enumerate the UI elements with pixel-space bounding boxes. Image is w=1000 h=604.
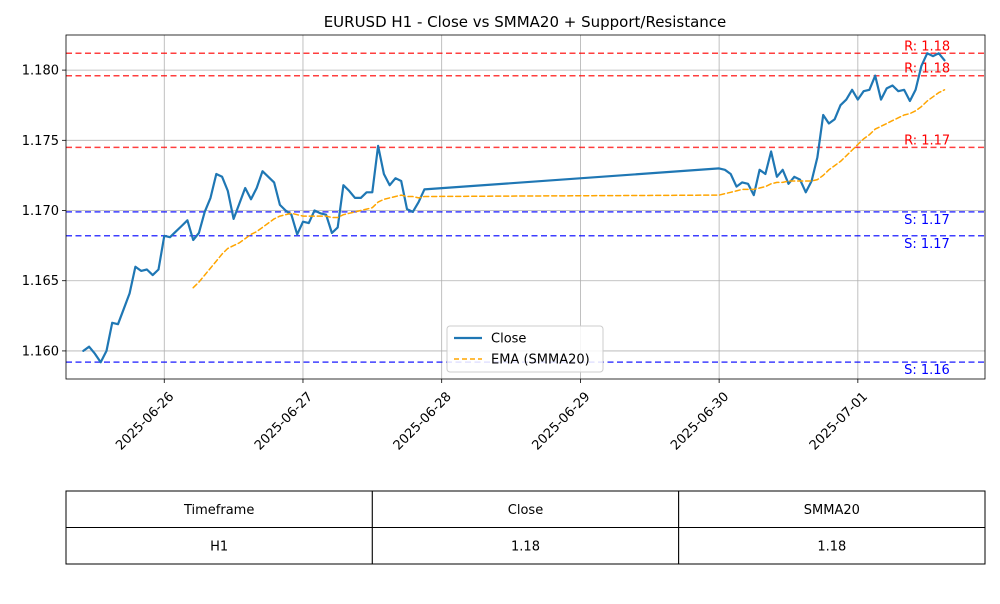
table-cell-text: 1.18 — [817, 539, 846, 554]
table-header-text: Timeframe — [183, 503, 254, 518]
resistance-label: R: 1.18 — [904, 39, 950, 54]
support-label: S: 1.16 — [904, 363, 950, 378]
resistance-label: R: 1.18 — [904, 62, 950, 77]
support-label: S: 1.17 — [904, 213, 950, 228]
table-header-text: Close — [508, 503, 543, 518]
smma20-series-line — [192, 89, 946, 289]
legend-label: EMA (SMMA20) — [491, 353, 590, 368]
support-label: S: 1.17 — [904, 237, 950, 252]
close-series-line — [82, 52, 946, 364]
axes: 2025-06-26 2025-06-27 2025-06-28 2025-06-29… — [22, 34, 986, 453]
y-tick-label: 1.165 — [22, 274, 59, 289]
y-tick-label: 1.175 — [22, 134, 59, 149]
x-tick-label: 2025-06-28 — [391, 389, 455, 453]
chart-title: EURUSD H1 - Close vs SMMA20 + Support/Re… — [324, 13, 727, 31]
table-cell — [65, 490, 373, 528]
x-tick-label: 2025-06-27 — [252, 389, 316, 453]
table-cell — [678, 490, 986, 528]
table-cell — [371, 527, 680, 565]
table-cell-text: 1.18 — [511, 539, 540, 554]
resistance-label: R: 1.17 — [904, 133, 950, 148]
y-tick-label: 1.160 — [22, 344, 59, 359]
legend: Close EMA (SMMA20) — [446, 325, 604, 373]
series-lines — [82, 52, 946, 364]
y-tick-label: 1.170 — [22, 204, 59, 219]
summary-table: Timeframe Close SMMA20 H1 1.18 1.18 — [65, 490, 986, 565]
legend-label: Close — [491, 332, 526, 347]
table-cell — [678, 527, 986, 565]
legend-box — [446, 325, 604, 373]
table-cell-text: H1 — [210, 539, 228, 554]
y-tick-label: 1.180 — [22, 64, 59, 79]
x-tick-label: 2025-06-26 — [113, 389, 177, 453]
plot-frame — [65, 34, 986, 380]
table-header-text: SMMA20 — [804, 503, 860, 518]
support-resistance-lines: R: 1.18 R: 1.18 R: 1.17 S: 1.17 S: 1.17 S: 1.… — [66, 39, 985, 378]
x-tick-label: 2025-07-01 — [807, 389, 871, 453]
x-tick-label: 2025-06-30 — [668, 389, 732, 453]
x-tick-label: 2025-06-29 — [529, 389, 593, 453]
table-cell — [371, 490, 680, 528]
